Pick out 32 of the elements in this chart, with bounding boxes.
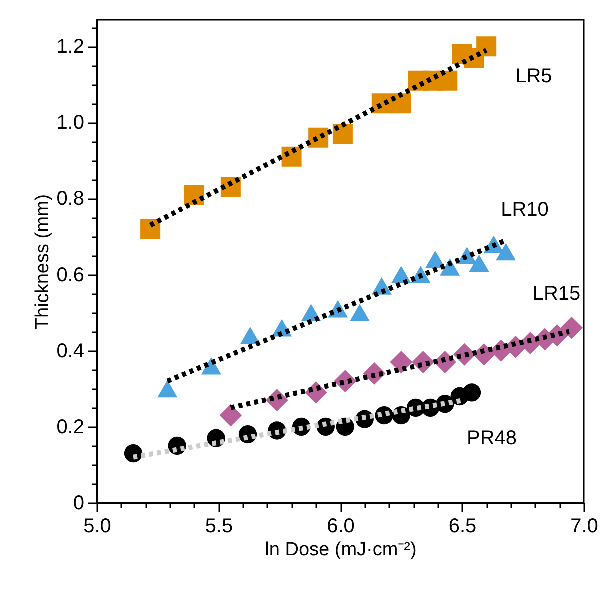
y-tick-label: 0.8 (56, 188, 84, 210)
point (469, 254, 490, 272)
y-tick-label: 0 (73, 492, 84, 514)
series-label: LR10 (501, 198, 549, 221)
point (158, 380, 178, 398)
series-label: PR48 (466, 428, 518, 450)
point (140, 219, 161, 240)
point (560, 316, 584, 340)
series-label: LR5 (516, 66, 552, 88)
y-tick-label: 1.0 (56, 112, 84, 134)
y-tick-label: 0.6 (56, 264, 84, 286)
x-tick-label: 7.0 (570, 516, 598, 538)
point (332, 124, 353, 144)
x-tick-label: 5.0 (84, 516, 112, 538)
point (438, 70, 458, 91)
point (390, 351, 413, 374)
series-label: LR15 (532, 283, 581, 306)
x-axis-title: ln Dose (mJ·cm⁻²) (265, 540, 417, 560)
y-tick-label: 1.2 (56, 36, 84, 58)
point (496, 243, 516, 261)
y-axis-title: Thickness (mm) (32, 194, 54, 330)
point (350, 304, 370, 322)
y-tick-label: 0.2 (56, 416, 84, 438)
point (240, 327, 260, 344)
x-tick-label: 5.5 (205, 516, 234, 538)
x-tick-label: 6.5 (448, 516, 477, 538)
point (462, 384, 482, 402)
x-tick-label: 6.0 (327, 516, 355, 538)
point (391, 94, 412, 114)
point (220, 404, 242, 427)
y-tick-label: 0.4 (56, 340, 84, 362)
point (476, 36, 497, 57)
